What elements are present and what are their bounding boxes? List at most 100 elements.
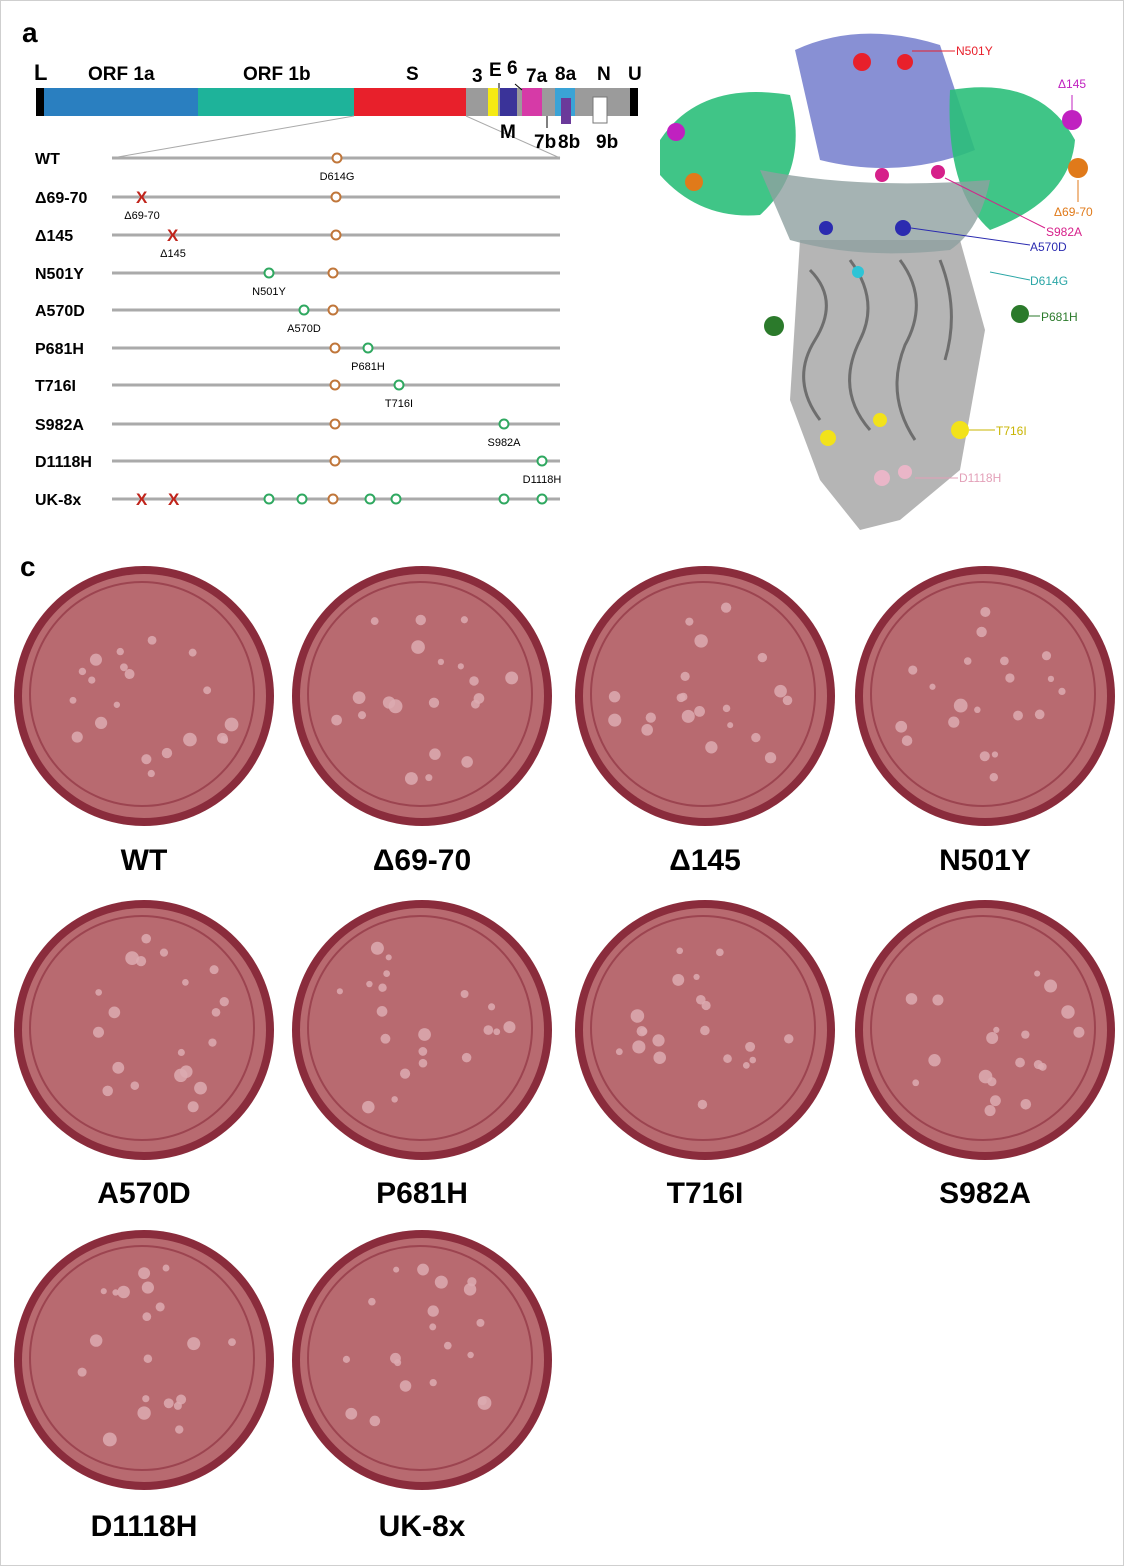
plaque — [932, 994, 944, 1006]
plaque — [676, 947, 684, 955]
structure-sphere-d1118h — [874, 470, 890, 486]
plaque — [382, 696, 396, 709]
plate: P681H — [292, 900, 552, 1210]
genome-tick-6 — [514, 83, 523, 91]
plaque — [460, 616, 468, 624]
mutation-mark — [329, 455, 341, 467]
plaque — [701, 1000, 711, 1011]
plaque — [147, 769, 155, 778]
plaque — [102, 1432, 117, 1447]
plaque — [77, 1367, 87, 1377]
plaque — [693, 973, 700, 981]
plaque — [120, 663, 128, 672]
plaque-plates: WT Δ69-70 Δ145 N501Y A570D P681H T716I S982A D11… — [14, 566, 1115, 1543]
plate-inner-ring — [307, 915, 533, 1141]
plaque — [161, 747, 173, 759]
plaque — [615, 1048, 623, 1056]
genome-segment-orf1b — [198, 88, 354, 116]
plaque — [143, 1354, 153, 1364]
plaque — [443, 1341, 452, 1350]
plaque — [901, 735, 913, 746]
plaque — [357, 711, 367, 720]
mutation-label: N501Y — [252, 286, 286, 298]
genome-label-n: N — [597, 64, 611, 85]
plaque — [352, 691, 366, 705]
variant-name: D1118H — [35, 454, 92, 471]
mutation-mark — [330, 229, 342, 241]
plaque — [1034, 970, 1041, 977]
plaque — [487, 1003, 496, 1011]
structure-sphere-d6970 — [1068, 158, 1088, 178]
plaque — [476, 1318, 485, 1327]
plaque — [928, 1054, 941, 1067]
structure-head — [795, 33, 975, 168]
mutation-mark — [327, 267, 339, 279]
plaque — [782, 695, 793, 706]
variant-name: A570D — [35, 303, 85, 320]
mutation-label: T716I — [385, 398, 413, 410]
plaque — [117, 1285, 130, 1299]
structure-leader-d614g — [989, 271, 1031, 281]
structure-sphere-n501y — [853, 53, 871, 71]
plaque — [368, 1297, 376, 1306]
structure-sphere-a570d — [819, 221, 833, 235]
plaque — [425, 774, 433, 782]
structure-sphere-p681h-2 — [1011, 305, 1029, 323]
plaque — [632, 1040, 646, 1054]
panel-label-c: c — [20, 551, 36, 582]
mutation-mark — [327, 493, 339, 505]
plaque — [142, 1312, 152, 1322]
plaque — [467, 1351, 474, 1359]
plaque — [1021, 1030, 1030, 1039]
plaque — [224, 717, 239, 732]
plaque — [187, 1337, 201, 1351]
plaque — [162, 1264, 170, 1272]
plaque — [429, 748, 441, 760]
structure-label-a570d: A570D — [1030, 240, 1067, 254]
mutation-mark — [536, 493, 548, 505]
plate-inner-ring — [307, 1245, 533, 1471]
plaque — [953, 698, 968, 713]
structure-sphere-d614g — [852, 266, 864, 278]
plaque — [429, 1378, 437, 1387]
deletion-mark: X — [136, 490, 148, 509]
plaque — [418, 1058, 428, 1068]
plaque — [92, 1026, 105, 1038]
plaque — [989, 1095, 1001, 1107]
plaque — [680, 671, 690, 681]
genome-segment-orf1a — [44, 88, 198, 116]
deletion-mark: X — [168, 490, 180, 509]
mutation-mark — [298, 304, 310, 316]
plaque — [394, 1359, 402, 1367]
plaque — [69, 696, 77, 704]
plaque — [895, 720, 908, 733]
structure-helices — [802, 259, 953, 441]
plaque — [89, 1334, 103, 1347]
genome-label-7a: 7a — [526, 66, 548, 87]
plaque — [141, 754, 152, 765]
structure-leader-a570d — [910, 227, 1031, 246]
plaque — [147, 635, 157, 645]
plaque — [457, 663, 464, 670]
plaque — [989, 773, 999, 782]
variant-name: T716I — [35, 378, 76, 395]
plaque — [1047, 675, 1055, 682]
plaque — [784, 1034, 794, 1044]
plaque — [681, 709, 695, 723]
plaque — [700, 1025, 710, 1036]
plaque — [630, 1009, 645, 1023]
genome-segment-utr — [630, 88, 638, 116]
mutation-mark — [498, 418, 510, 430]
plaque — [228, 1338, 236, 1347]
plaque — [380, 1033, 391, 1044]
plaque — [173, 1401, 182, 1410]
plaque — [641, 724, 653, 736]
genome-label-6: 6 — [507, 58, 518, 79]
plaque — [697, 1099, 708, 1110]
plaque — [94, 716, 108, 730]
plaque — [978, 1069, 993, 1084]
plaque — [645, 712, 656, 723]
plate-inner-ring — [307, 581, 533, 807]
plaque — [345, 1407, 358, 1420]
